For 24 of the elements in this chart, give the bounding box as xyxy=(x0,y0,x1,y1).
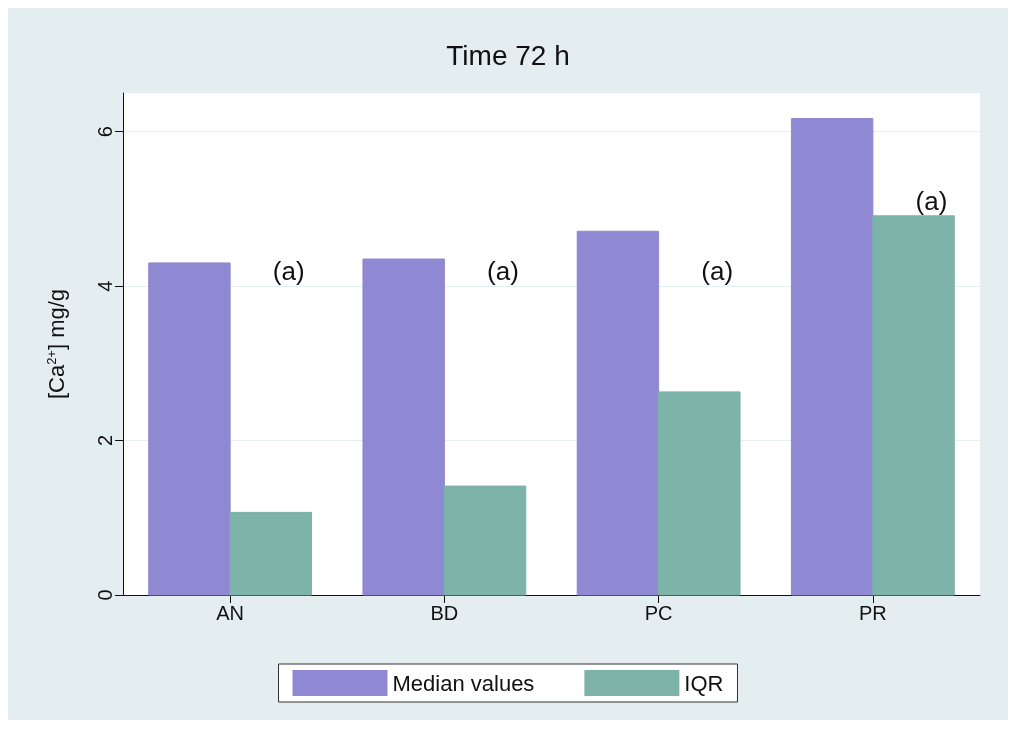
bar xyxy=(443,485,527,596)
x-tick-label: BD xyxy=(430,602,459,624)
annotation: (a) xyxy=(272,255,305,286)
x-tick-label: PR xyxy=(858,602,887,624)
legend-label: Median values xyxy=(392,670,535,696)
legend-label: IQR xyxy=(684,670,724,696)
bar xyxy=(229,511,313,596)
x-tick-label: AN xyxy=(216,602,245,624)
annotation: (a) xyxy=(701,255,734,286)
bar xyxy=(576,230,660,596)
x-tick-label: PC xyxy=(644,602,673,624)
chart-title: Time 72 h xyxy=(446,39,570,71)
bar xyxy=(658,391,741,596)
bar xyxy=(790,117,874,596)
annotation: (a) xyxy=(915,186,948,217)
y-tick-label: 6 xyxy=(94,126,116,138)
y-axis-title: [Ca2+] mg/g xyxy=(44,288,69,400)
bar xyxy=(148,262,231,596)
bar xyxy=(362,258,445,596)
y-tick-label: 4 xyxy=(94,280,116,292)
y-tick-label: 2 xyxy=(94,434,116,447)
annotation: (a) xyxy=(487,255,519,286)
bar xyxy=(872,215,955,596)
y-tick-label: 0 xyxy=(94,589,116,601)
